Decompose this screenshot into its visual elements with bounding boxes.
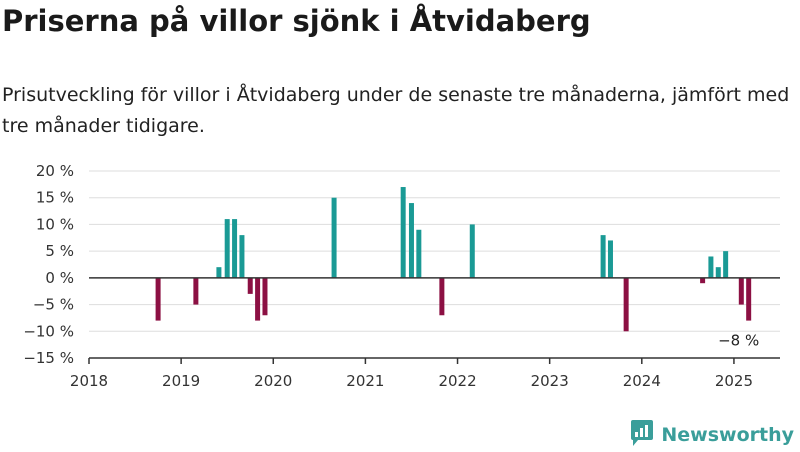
brand-logo: Newsworthy bbox=[629, 418, 794, 452]
bar bbox=[262, 277, 268, 316]
x-tick-label: 2023 bbox=[531, 372, 569, 390]
x-tick-label: 2024 bbox=[623, 372, 661, 390]
annotations: −8 % bbox=[718, 332, 759, 350]
bar bbox=[607, 240, 613, 278]
y-tick-label: 10 % bbox=[36, 215, 74, 233]
x-tick-label: 2025 bbox=[715, 372, 753, 390]
y-tick-label: 5 % bbox=[45, 242, 74, 260]
bar bbox=[469, 224, 475, 278]
bar bbox=[232, 219, 238, 278]
bar bbox=[239, 235, 245, 278]
x-tick-label: 2021 bbox=[346, 372, 384, 390]
bar bbox=[331, 197, 337, 278]
page-title: Priserna på villor sjönk i Åtvidaberg bbox=[2, 4, 591, 38]
bar bbox=[408, 203, 414, 278]
bar bbox=[708, 256, 714, 278]
chart-subtitle: Prisutveckling för villor i Åtvidaberg u… bbox=[2, 84, 790, 137]
bar bbox=[224, 219, 230, 278]
bar bbox=[600, 235, 606, 278]
x-axis bbox=[89, 277, 780, 359]
grid-lines bbox=[89, 170, 780, 332]
bar bbox=[623, 277, 629, 332]
x-tick-label: 2018 bbox=[70, 372, 108, 390]
newsworthy-logo-icon bbox=[629, 418, 655, 452]
bars bbox=[155, 187, 752, 332]
bar bbox=[247, 277, 253, 294]
y-axis-ticks: 20 % 15 % 10 % 5 % 0 % −5 % −10 % −15 % bbox=[23, 162, 74, 367]
x-tick-label: 2019 bbox=[162, 372, 200, 390]
y-tick-label: 0 % bbox=[45, 269, 74, 287]
bar bbox=[738, 277, 744, 305]
bar bbox=[700, 277, 706, 284]
y-tick-label: −5 % bbox=[33, 296, 74, 314]
bar bbox=[723, 251, 729, 278]
bar bbox=[715, 267, 721, 278]
x-tick-label: 2022 bbox=[438, 372, 476, 390]
bar bbox=[439, 277, 445, 316]
bar bbox=[255, 277, 261, 321]
y-tick-label: −15 % bbox=[23, 349, 74, 367]
bar bbox=[155, 277, 161, 321]
last-value-annotation: −8 % bbox=[718, 332, 759, 350]
bar bbox=[416, 229, 422, 278]
x-tick-label: 2020 bbox=[254, 372, 292, 390]
y-tick-label: 15 % bbox=[36, 189, 74, 207]
y-tick-label: 20 % bbox=[36, 162, 74, 180]
bar bbox=[193, 277, 199, 305]
bar bbox=[400, 187, 406, 278]
x-axis-ticks: 2018 2019 2020 2021 2022 2023 2024 2025 bbox=[70, 358, 753, 390]
y-tick-label: −10 % bbox=[23, 322, 74, 340]
bar bbox=[216, 267, 222, 278]
brand-name: Newsworthy bbox=[661, 424, 794, 446]
bar bbox=[746, 277, 752, 321]
